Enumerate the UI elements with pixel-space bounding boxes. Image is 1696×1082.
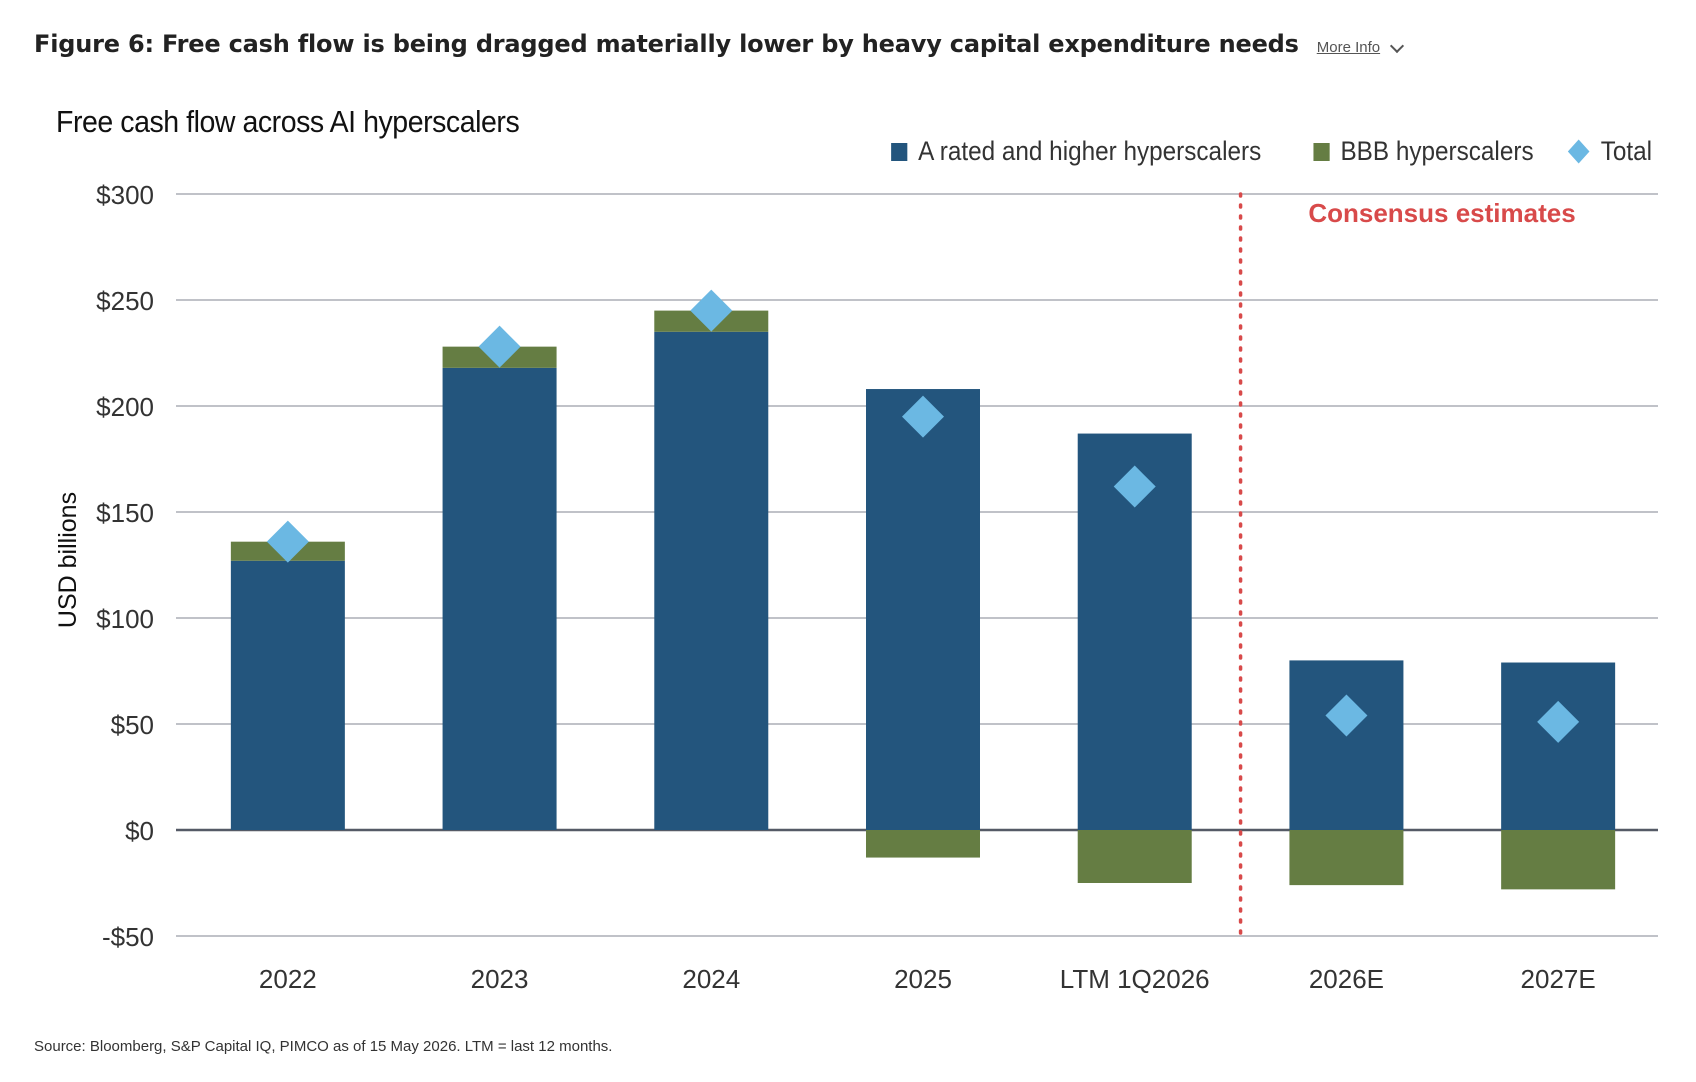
y-axis-label: USD billions (54, 492, 82, 628)
total-diamond-marker (902, 395, 944, 438)
total-diamond-marker (266, 520, 309, 563)
x-tick-label: LTM 1Q2026 (1060, 964, 1210, 994)
source-note: Source: Bloomberg, S&P Capital IQ, PIMCO… (34, 1038, 613, 1055)
x-tick-label: 2023 (471, 964, 529, 994)
total-diamond-marker (478, 325, 521, 368)
bar-bbb (1501, 830, 1616, 890)
chevron-down-icon (1390, 38, 1405, 53)
y-tick-label: $0 (125, 816, 154, 846)
chart-container: Free cash flow across AI hyperscalers A … (0, 90, 1696, 1000)
chart-title: Free cash flow across AI hyperscalers (56, 104, 520, 139)
bar-bbb (866, 830, 980, 858)
legend-item-bbb: BBB hyperscalers (1313, 136, 1534, 167)
x-tick-label: 2022 (259, 964, 317, 994)
consensus-estimates-label: Consensus estimates (1308, 198, 1575, 228)
x-tick-label: 2026E (1309, 964, 1384, 994)
x-tick-label: 2024 (682, 964, 740, 994)
legend: A rated and higher hyperscalers BBB hype… (822, 136, 1652, 167)
y-tick-label: $200 (96, 392, 154, 422)
more-info-button[interactable]: More Info (1316, 38, 1405, 56)
total-diamond-marker (1113, 465, 1156, 508)
bar-a-rated (1289, 660, 1404, 830)
figure-title: Figure 6: Free cash flow is being dragge… (34, 30, 1299, 58)
legend-item-total: Total (1567, 136, 1652, 167)
y-tick-label: $300 (96, 180, 154, 210)
bar-bbb (1077, 830, 1192, 883)
total-diamond-marker (1537, 700, 1580, 743)
figure-header: Figure 6: Free cash flow is being dragge… (34, 30, 1405, 58)
total-diamond-marker (690, 289, 733, 332)
more-info-label: More Info (1316, 39, 1381, 56)
legend-item-a-rated: A rated and higher hyperscalers (891, 136, 1261, 167)
legend-label-bbb: BBB hyperscalers (1340, 136, 1534, 166)
legend-swatch-bbb (1313, 142, 1331, 161)
bar-a-rated (866, 389, 980, 830)
x-tick-label: 2025 (894, 964, 952, 994)
legend-label-a-rated: A rated and higher hyperscalers (918, 136, 1262, 166)
bar-a-rated (654, 331, 769, 830)
total-diamond-marker (1325, 694, 1368, 737)
bar-a-rated (442, 367, 557, 830)
y-tick-label: $50 (111, 710, 154, 740)
legend-label-total: Total (1600, 136, 1652, 166)
x-tick-label: 2027E (1521, 964, 1596, 994)
bar-bbb (1289, 830, 1404, 886)
chart-plot: -$50 $0 $50 $100 $150 $200 $250 $300 USD billion… (54, 180, 1658, 994)
legend-swatch-a-rated (891, 142, 908, 161)
y-tick-label: $250 (96, 286, 154, 316)
y-tick-label: -$50 (102, 922, 154, 952)
bar-a-rated (1501, 662, 1616, 830)
y-tick-label: $150 (96, 498, 154, 528)
y-tick-label: $100 (96, 604, 154, 634)
bar-a-rated (230, 560, 345, 830)
